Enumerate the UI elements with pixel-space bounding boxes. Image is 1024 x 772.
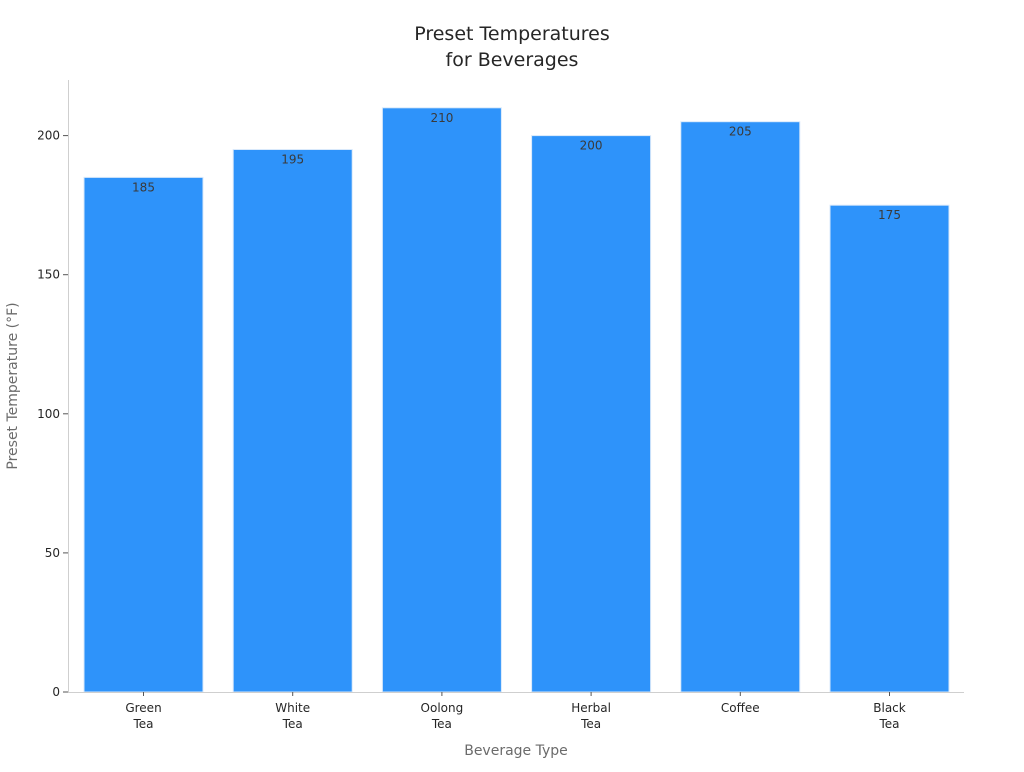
bar-3 bbox=[531, 135, 652, 693]
x-tick-label-0: Green Tea bbox=[125, 701, 161, 731]
x-tick-label-2: Oolong Tea bbox=[421, 701, 464, 731]
x-tick-label-4: Coffee bbox=[721, 701, 760, 715]
data-label-2: 210 bbox=[430, 111, 453, 125]
y-tick-label-0: 0 bbox=[52, 685, 60, 699]
y-ticks-group: 0 50 100 150 200 bbox=[37, 129, 68, 699]
bar-0 bbox=[83, 176, 204, 693]
y-axis-label: Preset Temperature (°F) bbox=[5, 302, 21, 469]
x-tick-label-3: Herbal Tea bbox=[571, 701, 611, 731]
data-label-5: 175 bbox=[878, 208, 901, 222]
bars-group bbox=[83, 107, 950, 693]
x-axis-label: Beverage Type bbox=[464, 743, 568, 759]
y-tick-label-4: 200 bbox=[37, 129, 60, 143]
chart-title-line-1: Preset Temperatures bbox=[414, 23, 610, 45]
bar-1 bbox=[232, 149, 353, 693]
y-tick-label-1: 50 bbox=[45, 546, 60, 560]
data-labels-group: 185 195 210 200 205 175 bbox=[132, 111, 901, 222]
data-label-3: 200 bbox=[580, 139, 603, 153]
bar-2 bbox=[381, 107, 502, 693]
data-label-0: 185 bbox=[132, 180, 155, 194]
y-tick-label-2: 100 bbox=[37, 407, 60, 421]
data-label-4: 205 bbox=[729, 125, 752, 139]
bar-4 bbox=[680, 121, 801, 693]
data-label-1: 195 bbox=[281, 153, 304, 167]
bar-5 bbox=[829, 204, 950, 693]
x-tick-label-5: Black Tea bbox=[873, 701, 906, 731]
x-tick-label-1: White Tea bbox=[275, 701, 310, 731]
x-ticks-group: Green Tea White Tea Oolong Tea Herbal Tea Coffee… bbox=[125, 692, 906, 731]
y-tick-label-3: 150 bbox=[37, 268, 60, 282]
chart-title-line-2: for Beverages bbox=[446, 49, 579, 71]
